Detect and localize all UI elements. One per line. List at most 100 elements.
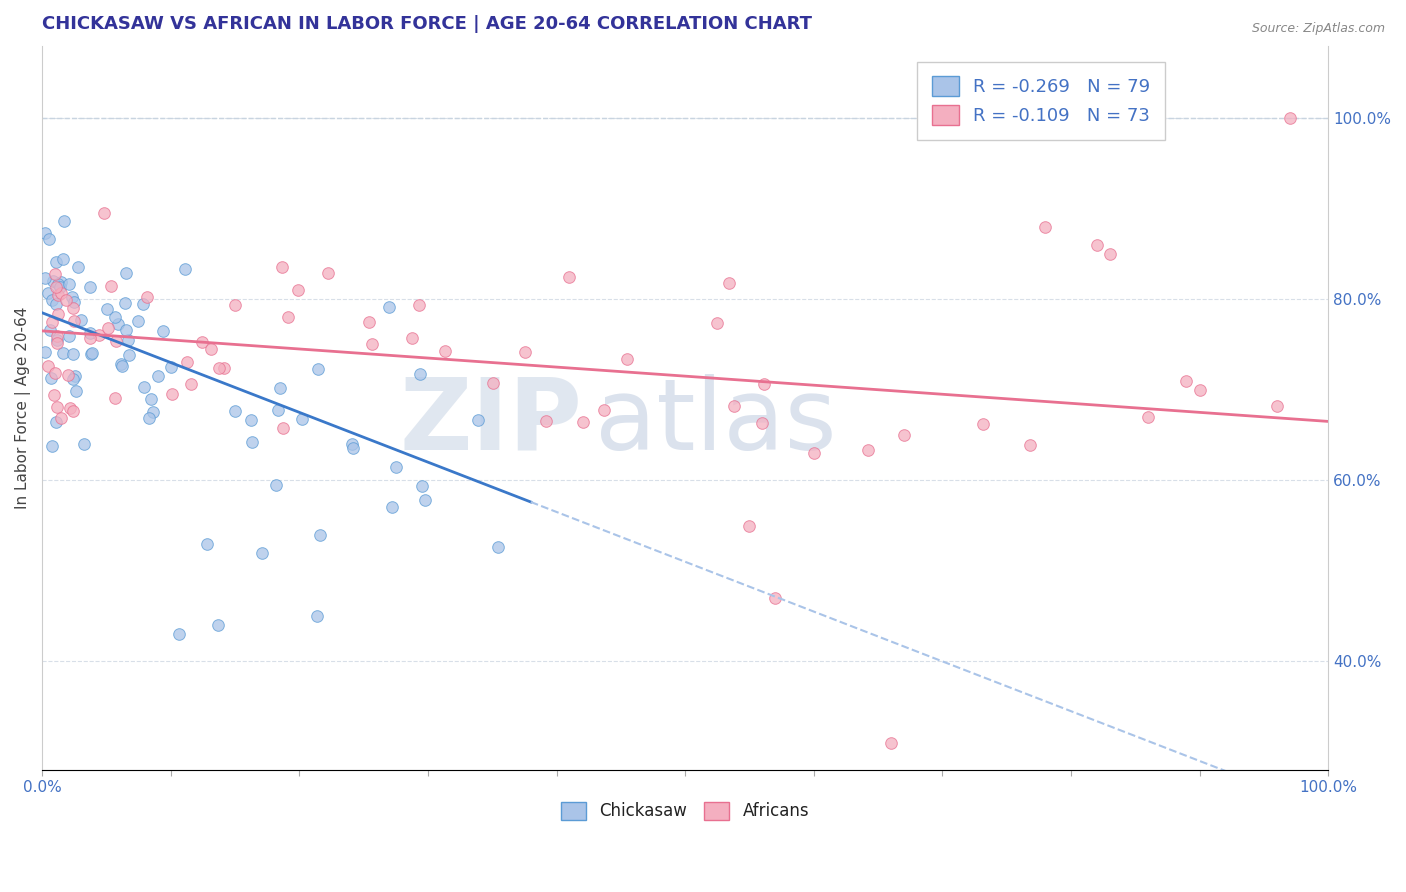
Point: [44, 367, 66, 381]
Point: [377, 300, 399, 314]
Point: [738, 518, 761, 533]
Point: [224, 298, 246, 312]
Point: [240, 435, 263, 450]
Point: [34, 226, 56, 240]
Point: [79, 331, 101, 345]
Point: [195, 536, 218, 550]
Point: [67, 260, 90, 274]
Point: [63, 314, 86, 328]
Point: [264, 478, 287, 492]
Point: [80, 345, 103, 359]
Point: [191, 334, 214, 349]
Point: [104, 310, 127, 325]
Point: [73, 436, 96, 450]
Point: [127, 314, 149, 328]
Point: [37, 285, 59, 300]
Point: [359, 315, 381, 329]
Point: [38, 232, 60, 246]
Point: [277, 310, 299, 325]
Point: [224, 404, 246, 418]
Point: [408, 298, 430, 312]
Point: [49, 411, 72, 425]
Point: [316, 266, 339, 280]
Point: [58, 329, 80, 343]
Point: [593, 403, 616, 417]
Point: [62, 372, 84, 386]
Point: [763, 591, 786, 605]
Point: [52, 214, 75, 228]
Point: [49, 280, 72, 294]
Point: [856, 442, 879, 457]
Point: [467, 413, 489, 427]
Point: [59, 401, 82, 416]
Point: [718, 276, 741, 290]
Point: [413, 493, 436, 508]
Point: [46, 401, 69, 415]
Point: [482, 376, 505, 391]
Y-axis label: In Labor Force | Age 20-64: In Labor Force | Age 20-64: [15, 307, 31, 509]
Point: [160, 387, 183, 401]
Point: [105, 334, 128, 348]
Legend: Chickasaw, Africans: Chickasaw, Africans: [554, 795, 815, 827]
Point: [305, 609, 328, 624]
Point: [46, 287, 69, 301]
Point: [208, 361, 231, 376]
Point: [1137, 409, 1160, 424]
Point: [62, 290, 84, 304]
Point: [384, 460, 406, 475]
Point: [214, 360, 236, 375]
Point: [52, 252, 75, 266]
Point: [207, 618, 229, 632]
Point: [134, 379, 156, 393]
Point: [434, 343, 457, 358]
Point: [45, 335, 67, 350]
Point: [65, 384, 87, 398]
Point: [972, 417, 994, 432]
Text: Source: ZipAtlas.com: Source: ZipAtlas.com: [1251, 22, 1385, 36]
Point: [752, 377, 775, 392]
Point: [39, 323, 62, 337]
Point: [1278, 111, 1301, 125]
Point: [49, 275, 72, 289]
Point: [79, 326, 101, 340]
Text: atlas: atlas: [595, 374, 837, 471]
Point: [46, 277, 69, 292]
Point: [39, 370, 62, 384]
Point: [291, 411, 314, 425]
Point: [44, 388, 66, 402]
Point: [46, 307, 69, 321]
Point: [52, 346, 75, 360]
Point: [250, 546, 273, 560]
Point: [1019, 438, 1042, 452]
Point: [96, 321, 118, 335]
Point: [409, 367, 432, 381]
Point: [486, 541, 509, 555]
Point: [87, 327, 110, 342]
Point: [55, 293, 77, 307]
Point: [342, 442, 364, 456]
Point: [616, 352, 638, 367]
Point: [62, 301, 84, 316]
Point: [131, 297, 153, 311]
Point: [62, 403, 84, 417]
Point: [136, 290, 159, 304]
Point: [174, 261, 197, 276]
Point: [307, 362, 329, 376]
Text: ZIP: ZIP: [399, 374, 582, 471]
Point: [267, 403, 290, 417]
Point: [45, 254, 67, 268]
Point: [167, 627, 190, 641]
Point: [1174, 374, 1197, 388]
Point: [41, 315, 63, 329]
Point: [180, 376, 202, 391]
Point: [118, 348, 141, 362]
Point: [46, 329, 69, 343]
Point: [69, 313, 91, 327]
Point: [361, 337, 384, 351]
Point: [62, 346, 84, 360]
Point: [271, 421, 294, 435]
Point: [44, 267, 66, 281]
Point: [1265, 399, 1288, 413]
Point: [381, 500, 404, 514]
Point: [200, 343, 222, 357]
